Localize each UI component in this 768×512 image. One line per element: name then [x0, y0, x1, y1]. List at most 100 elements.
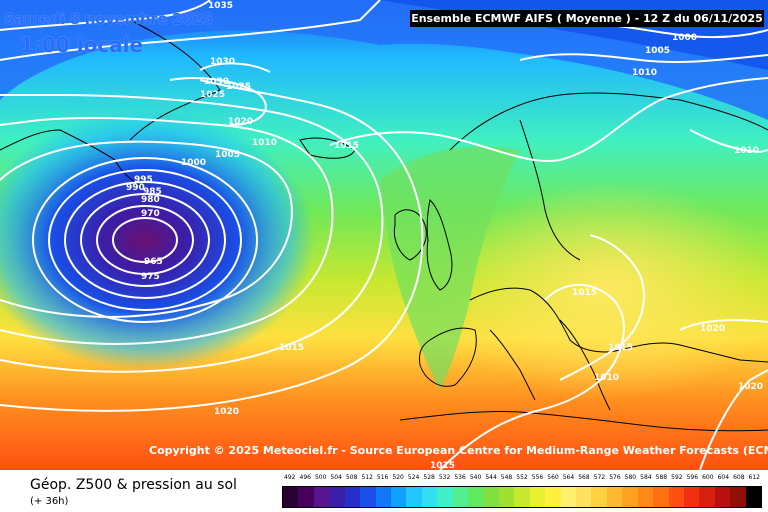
legend-swatch: [745, 487, 762, 507]
legend-value: 564: [562, 474, 575, 481]
legend-swatch: [375, 487, 391, 507]
legend-value: 504: [330, 474, 342, 481]
legend-bar: [282, 486, 762, 508]
legend-swatch: [591, 487, 607, 507]
pressure-label: 980: [141, 195, 160, 205]
legend-swatch: [560, 487, 577, 507]
pressure-label: 1010: [252, 138, 277, 148]
legend-swatch: [406, 487, 422, 507]
pressure-label: 1035: [208, 1, 233, 11]
pressure-label: 1015: [430, 461, 455, 470]
legend-value: 496: [299, 474, 311, 481]
legend-swatch: [514, 487, 530, 507]
pressure-label: 1015: [572, 288, 597, 298]
pressure-label: 970: [141, 209, 160, 219]
legend-swatch: [545, 487, 561, 507]
pressure-label: 965: [144, 257, 163, 267]
legend-swatch: [483, 487, 499, 507]
legend-swatch: [468, 487, 484, 507]
pressure-label: 1030: [210, 57, 235, 67]
pressure-label: 1020: [214, 407, 239, 417]
weather-map: 1035 1030 1025 1030 1025 1020 1010 1015 …: [0, 0, 768, 470]
legend-value: 572: [593, 474, 606, 481]
warm-ridge: [440, 180, 768, 400]
legend-value: 584: [640, 474, 652, 481]
legend-swatch: [683, 487, 700, 507]
legend-value: 528: [423, 474, 435, 481]
legend-swatch: [606, 487, 623, 507]
model-run-banner: Ensemble ECMWF AIFS ( Moyenne ) - 12 Z d…: [410, 10, 764, 27]
pressure-label: 1020: [228, 117, 253, 127]
legend-value: 592: [671, 474, 683, 481]
legend-value: 544: [485, 474, 497, 481]
pressure-label: 990: [126, 183, 145, 193]
pressure-label: 1015: [608, 343, 633, 353]
pressure-label: 1025: [226, 82, 251, 92]
pressure-label: 1000: [181, 158, 206, 168]
legend-value: 608: [733, 474, 745, 481]
legend-swatch: [622, 487, 638, 507]
pressure-labels: 1035 1030 1025 1030 1025 1020 1010 1015 …: [126, 1, 763, 470]
legend-value: 492: [284, 474, 296, 481]
legend-value: 536: [454, 474, 466, 481]
legend-value: 560: [547, 474, 559, 481]
legend-swatch: [714, 487, 731, 507]
legend-value: 612: [748, 474, 760, 481]
pressure-label: 975: [141, 272, 160, 282]
low-pressure-system: [0, 110, 315, 370]
legend-value: 576: [609, 474, 621, 481]
legend-value: 512: [361, 474, 373, 481]
legend-swatch: [360, 487, 376, 507]
legend-swatch: [668, 487, 684, 507]
forecast-local-time: 1:00 locale: [20, 33, 144, 57]
pressure-label: 1030: [204, 77, 229, 87]
color-scale-legend: 492 496 500 504 508 512 516 520 524 528 532 536 540 5…: [282, 474, 762, 508]
pressure-label: 1010: [734, 146, 759, 156]
legend-value: 600: [702, 474, 714, 481]
legend-swatch: [344, 487, 361, 507]
pressure-label: 1000: [672, 33, 697, 43]
legend-value: 540: [469, 474, 482, 481]
legend-value: 516: [376, 474, 389, 481]
legend-value: 604: [717, 474, 730, 481]
forecast-date: Samedi 8 novembre 2025: [4, 10, 213, 28]
legend-value: 596: [686, 474, 699, 481]
legend-value: 568: [578, 474, 590, 481]
legend-swatch: [437, 487, 453, 507]
legend-value: 500: [314, 474, 327, 481]
legend-swatch: [576, 487, 592, 507]
legend-swatch: [313, 487, 330, 507]
pressure-label: 985: [143, 187, 162, 197]
legend-value: 524: [407, 474, 420, 481]
legend-value: 548: [500, 474, 513, 481]
legend-labels: 492 496 500 504 508 512 516 520 524 528 532 536 540 5…: [282, 474, 762, 486]
legend-value: 552: [516, 474, 528, 481]
legend-swatch: [390, 487, 407, 507]
footer-panel: Géop. Z500 & pression au sol (+ 36h) 492…: [0, 470, 768, 512]
pressure-label: 1005: [645, 46, 670, 56]
legend-swatch: [529, 487, 546, 507]
green-tongue: [380, 146, 520, 390]
legend-value: 580: [624, 474, 637, 481]
legend-value: 588: [655, 474, 668, 481]
pressure-label: 1010: [594, 373, 619, 383]
pressure-label: 1020: [738, 382, 763, 392]
legend-swatch: [421, 487, 438, 507]
copyright-notice: Copyright © 2025 Meteociel.fr - Source E…: [149, 444, 768, 457]
legend-value: 532: [438, 474, 451, 481]
legend-swatch: [452, 487, 469, 507]
legend-swatch: [637, 487, 654, 507]
pressure-label: 1020: [700, 324, 725, 334]
pressure-label: 1005: [215, 150, 240, 160]
legend-swatch: [653, 487, 669, 507]
pressure-label: 995: [134, 175, 153, 185]
legend-swatch: [730, 487, 746, 507]
pressure-label: 1015: [334, 141, 359, 151]
lead-time: (+ 36h): [30, 496, 69, 507]
legend-swatch: [283, 487, 299, 507]
legend-value: 520: [392, 474, 404, 481]
product-title: Géop. Z500 & pression au sol: [30, 477, 237, 493]
legend-value: 556: [531, 474, 544, 481]
pressure-label: 1015: [279, 343, 304, 353]
legend-swatch: [498, 487, 515, 507]
